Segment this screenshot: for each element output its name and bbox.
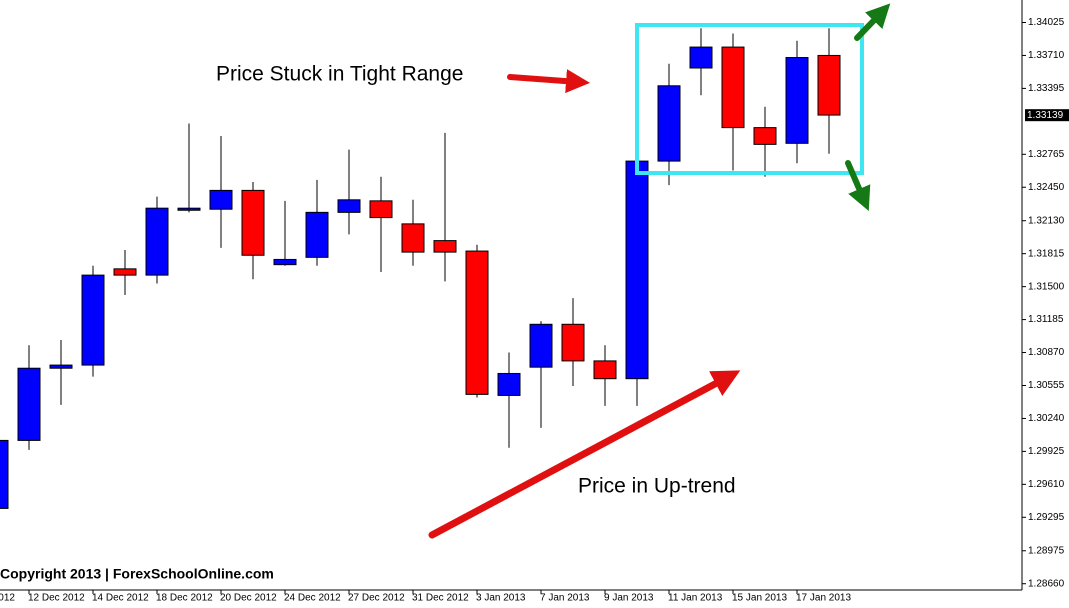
candle-body <box>305 211 329 258</box>
y-tick-label: 1.30870 <box>1028 347 1065 358</box>
candle-body <box>145 207 169 276</box>
range-box <box>635 23 864 175</box>
candle-body <box>0 439 9 509</box>
range-note: Price Stuck in Tight Range <box>216 63 463 86</box>
candle-body <box>369 200 393 219</box>
breakout-down-arrow <box>845 160 871 212</box>
x-tick-label: 20 Dec 2012 <box>220 593 277 604</box>
x-tick-label: 14 Dec 2012 <box>92 593 149 604</box>
y-tick-label: 1.33395 <box>1028 83 1065 94</box>
candle-body <box>17 367 41 441</box>
x-tick-label: 17 Jan 2013 <box>796 593 851 604</box>
candle-body <box>273 258 297 266</box>
candle-body <box>241 189 265 256</box>
candle-body <box>689 46 713 69</box>
candle-body <box>465 250 489 395</box>
trend-note: Price in Up-trend <box>578 475 736 498</box>
current-price-label: 1.33139 <box>1027 110 1064 121</box>
candle-body <box>753 127 777 145</box>
y-tick-label: 1.29925 <box>1028 446 1065 457</box>
y-tick-label: 1.33710 <box>1028 50 1065 61</box>
y-tick-label: 1.32450 <box>1028 182 1065 193</box>
candle-body <box>561 323 585 362</box>
y-tick-label: 1.29295 <box>1028 512 1065 523</box>
x-tick-label: 7 Jan 2013 <box>540 593 590 604</box>
y-tick-label: 1.28975 <box>1028 545 1065 556</box>
x-tick-label: 18 Dec 2012 <box>156 593 213 604</box>
x-tick-label: 15 Jan 2013 <box>732 593 787 604</box>
y-tick-label: 1.28660 <box>1028 578 1065 589</box>
candle-body <box>785 57 809 144</box>
x-tick-label: 3 Jan 2013 <box>476 593 526 604</box>
range-arrow <box>507 69 590 94</box>
x-tick-label: 11 Jan 2013 <box>668 593 723 604</box>
candle-body <box>657 85 681 162</box>
candle-body <box>817 54 841 116</box>
candle-body <box>81 274 105 366</box>
x-tick-label: 12 Dec 2012 <box>28 593 85 604</box>
candle-body <box>209 189 233 210</box>
candle-body <box>497 372 521 396</box>
y-tick-label: 1.30240 <box>1028 413 1065 424</box>
x-tick-label: 31 Dec 2012 <box>412 593 469 604</box>
y-tick-label: 1.31185 <box>1028 314 1064 325</box>
y-tick-label: 1.32130 <box>1028 215 1065 226</box>
candle-body <box>49 364 73 369</box>
breakout-up-arrow <box>854 3 891 41</box>
candle-body <box>433 240 457 253</box>
candle-body <box>529 323 553 368</box>
candle-body <box>113 268 137 276</box>
y-tick-label: 1.31815 <box>1028 248 1065 259</box>
x-tick-label: 24 Dec 2012 <box>284 593 341 604</box>
y-tick-label: 1.29610 <box>1028 479 1065 490</box>
x-tick-label: 9 Jan 2013 <box>604 593 654 604</box>
current-price-tag <box>1025 109 1069 122</box>
x-tick-label: 27 Dec 2012 <box>348 593 405 604</box>
candle-body <box>177 207 201 211</box>
y-tick-label: 1.31500 <box>1028 281 1065 292</box>
x-tick-label-fragment: 2012 <box>0 593 15 604</box>
y-tick-label: 1.32765 <box>1028 149 1065 160</box>
candle-body <box>593 360 617 380</box>
candle-body <box>721 46 745 129</box>
candle-body <box>337 199 361 213</box>
candle-body <box>625 160 649 380</box>
y-tick-label: 1.34025 <box>1028 17 1065 28</box>
y-tick-label: 1.30555 <box>1028 380 1065 391</box>
copyright: Copyright 2013 | ForexSchoolOnline.com <box>0 566 274 582</box>
candle-body <box>401 223 425 253</box>
plot-area <box>0 28 841 509</box>
trend-arrow <box>428 370 741 539</box>
price-axis: 1.34025 1.33710 1.33395 1.32765 1.32450 1.321… <box>28 17 1069 604</box>
